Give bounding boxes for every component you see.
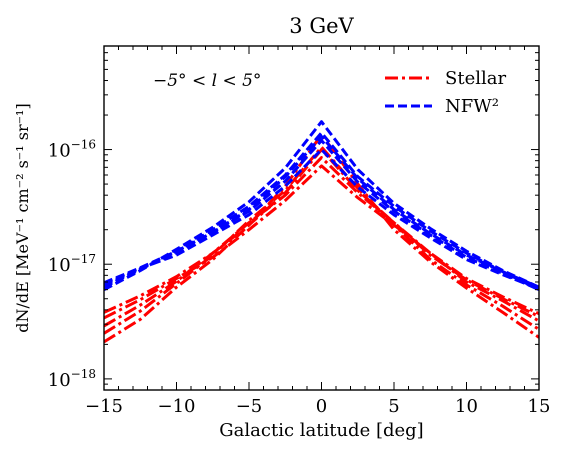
x-tick-label: −10 bbox=[158, 396, 196, 417]
tick-layer: −15 −10 −5 0 5 10 15 10−18 10−17 10−16 bbox=[48, 45, 551, 417]
legend-label-stellar: Stellar bbox=[445, 68, 506, 89]
series-line-7 bbox=[104, 139, 539, 292]
x-tick-label: −5 bbox=[236, 396, 263, 417]
x-tick-label: 15 bbox=[528, 396, 551, 417]
legend: Stellar NFW² bbox=[385, 68, 506, 117]
x-axis-label: Galactic latitude [deg] bbox=[219, 420, 423, 441]
legend-label-nfw2: NFW² bbox=[445, 96, 499, 117]
series-line-8 bbox=[104, 148, 539, 291]
series-line-5 bbox=[104, 120, 539, 292]
y-axis-label: dN/dE [MeV⁻¹ cm⁻² s⁻¹ sr⁻¹] bbox=[13, 103, 32, 332]
y-tick-label: 10−17 bbox=[48, 252, 96, 276]
y-tick-label: 10−16 bbox=[48, 138, 96, 162]
x-tick-label: −15 bbox=[85, 396, 123, 417]
series-line-1 bbox=[104, 145, 539, 335]
chart-title: 3 GeV bbox=[289, 14, 354, 38]
x-tick-label: 0 bbox=[316, 396, 327, 417]
x-tick-label: 5 bbox=[388, 396, 399, 417]
region-annotation: −5° < l < 5° bbox=[153, 71, 261, 91]
series-line-4 bbox=[104, 148, 539, 318]
series-line-3 bbox=[104, 164, 539, 320]
series-line-9 bbox=[104, 135, 539, 289]
y-tick-label: 10−18 bbox=[48, 367, 96, 391]
series-line-2 bbox=[104, 156, 539, 328]
series-line-0 bbox=[104, 133, 539, 344]
x-tick-label: 10 bbox=[455, 396, 478, 417]
series-layer bbox=[104, 120, 539, 344]
